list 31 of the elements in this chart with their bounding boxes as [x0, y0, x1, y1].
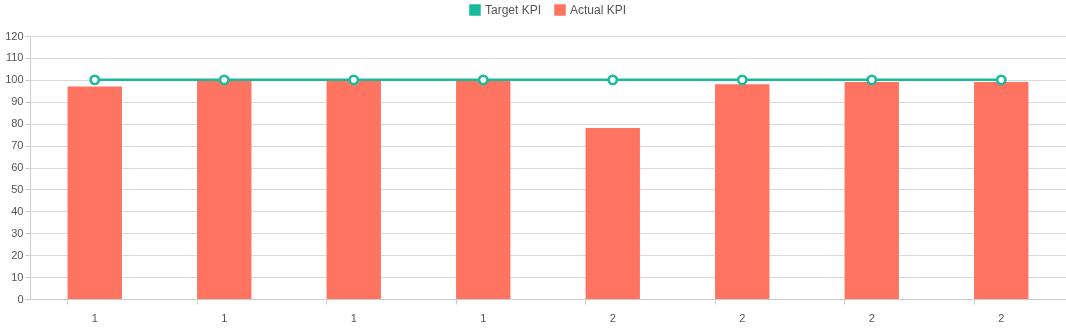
x-tick-label: 1: [91, 311, 98, 324]
y-tick-label: 30: [11, 226, 24, 239]
y-tick-label: 120: [5, 29, 24, 42]
y-tick-label: 100: [5, 73, 24, 86]
x-tick-label: 1: [221, 311, 228, 324]
bar: [715, 84, 770, 299]
x-tick-label: 2: [609, 311, 616, 324]
x-tick-label: 2: [868, 311, 875, 324]
bar: [67, 86, 122, 299]
y-tick-label: 80: [11, 117, 24, 130]
x-tick-label: 1: [350, 311, 357, 324]
x-tick-label: 2: [998, 311, 1005, 324]
bar: [456, 79, 511, 299]
y-tick-label: 90: [11, 95, 24, 108]
x-tick-label: 2: [739, 311, 746, 324]
y-tick-label: 110: [5, 51, 24, 64]
bar: [326, 79, 381, 299]
y-tick-label: 50: [11, 182, 24, 195]
x-tick-label: 1: [480, 311, 487, 324]
y-tick-label: 60: [11, 161, 24, 173]
bar: [974, 82, 1029, 299]
y-tick-label: 70: [11, 139, 24, 152]
y-tick-label: 20: [11, 248, 24, 261]
y-tick-label: 0: [17, 292, 24, 305]
bar: [585, 128, 640, 299]
legend-label: Target KPI: [485, 3, 542, 17]
y-tick-label: 40: [11, 204, 24, 217]
bar: [197, 79, 252, 299]
bar: [844, 82, 899, 299]
y-tick-label: 10: [11, 270, 24, 283]
legend-label: Actual KPI: [570, 3, 627, 17]
